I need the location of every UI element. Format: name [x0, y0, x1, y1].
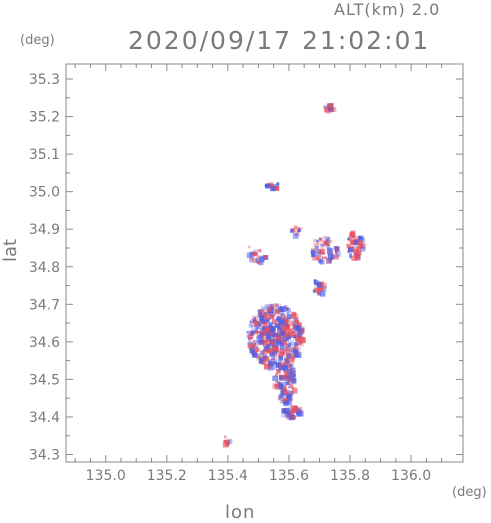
- x-tick-label: 135.0: [86, 468, 126, 484]
- x-tick-label: 135.6: [269, 468, 309, 484]
- y-tick-label: 34.4: [29, 410, 60, 426]
- echo-cluster: [281, 404, 304, 421]
- echo-cluster: [310, 235, 341, 265]
- x-ticks: 135.0 135.2 135.4 135.6 135.8 136.0: [74, 64, 443, 484]
- timestamp: 2020/09/17 21:02:01: [128, 26, 431, 55]
- y-tick-label: 35.0: [29, 185, 60, 201]
- y-tick-label: 34.6: [29, 335, 60, 351]
- y-axis-unit: (deg): [20, 33, 55, 48]
- echo-cluster: [346, 230, 366, 261]
- echo-cluster: [246, 303, 306, 371]
- echo-cluster: [323, 102, 337, 114]
- y-tick-label: 34.7: [29, 297, 60, 313]
- y-tick-label: 35.2: [29, 110, 60, 126]
- y-tick-label: 34.9: [29, 222, 60, 238]
- y-tick-label: 35.3: [29, 72, 60, 88]
- echo-cluster: [264, 182, 280, 192]
- echo-cluster: [289, 225, 303, 239]
- y-tick-label: 34.5: [29, 372, 60, 388]
- echo-cluster: [222, 434, 233, 448]
- x-tick-label: 136.0: [391, 468, 431, 484]
- y-ticks: 35.3 35.2 35.1 35.0 34.9 34.8 34.7 34.6 34.5 34.4…: [29, 72, 463, 463]
- plot-frame: [65, 63, 464, 463]
- x-tick-label: 135.4: [208, 468, 248, 484]
- x-tick-label: 135.2: [147, 468, 187, 484]
- echo-cluster: [246, 245, 269, 266]
- y-tick-label: 34.3: [29, 447, 60, 463]
- x-axis-label: lon: [225, 502, 256, 523]
- echo-cluster: [312, 279, 328, 297]
- y-tick-label: 35.1: [29, 147, 60, 163]
- echo-cluster: [272, 359, 298, 407]
- echo-layer: [222, 102, 366, 448]
- x-tick-label: 135.8: [330, 468, 370, 484]
- altitude-label: ALT(km) 2.0: [334, 0, 441, 19]
- x-axis-unit: (deg): [452, 485, 487, 500]
- y-tick-label: 34.8: [29, 260, 60, 276]
